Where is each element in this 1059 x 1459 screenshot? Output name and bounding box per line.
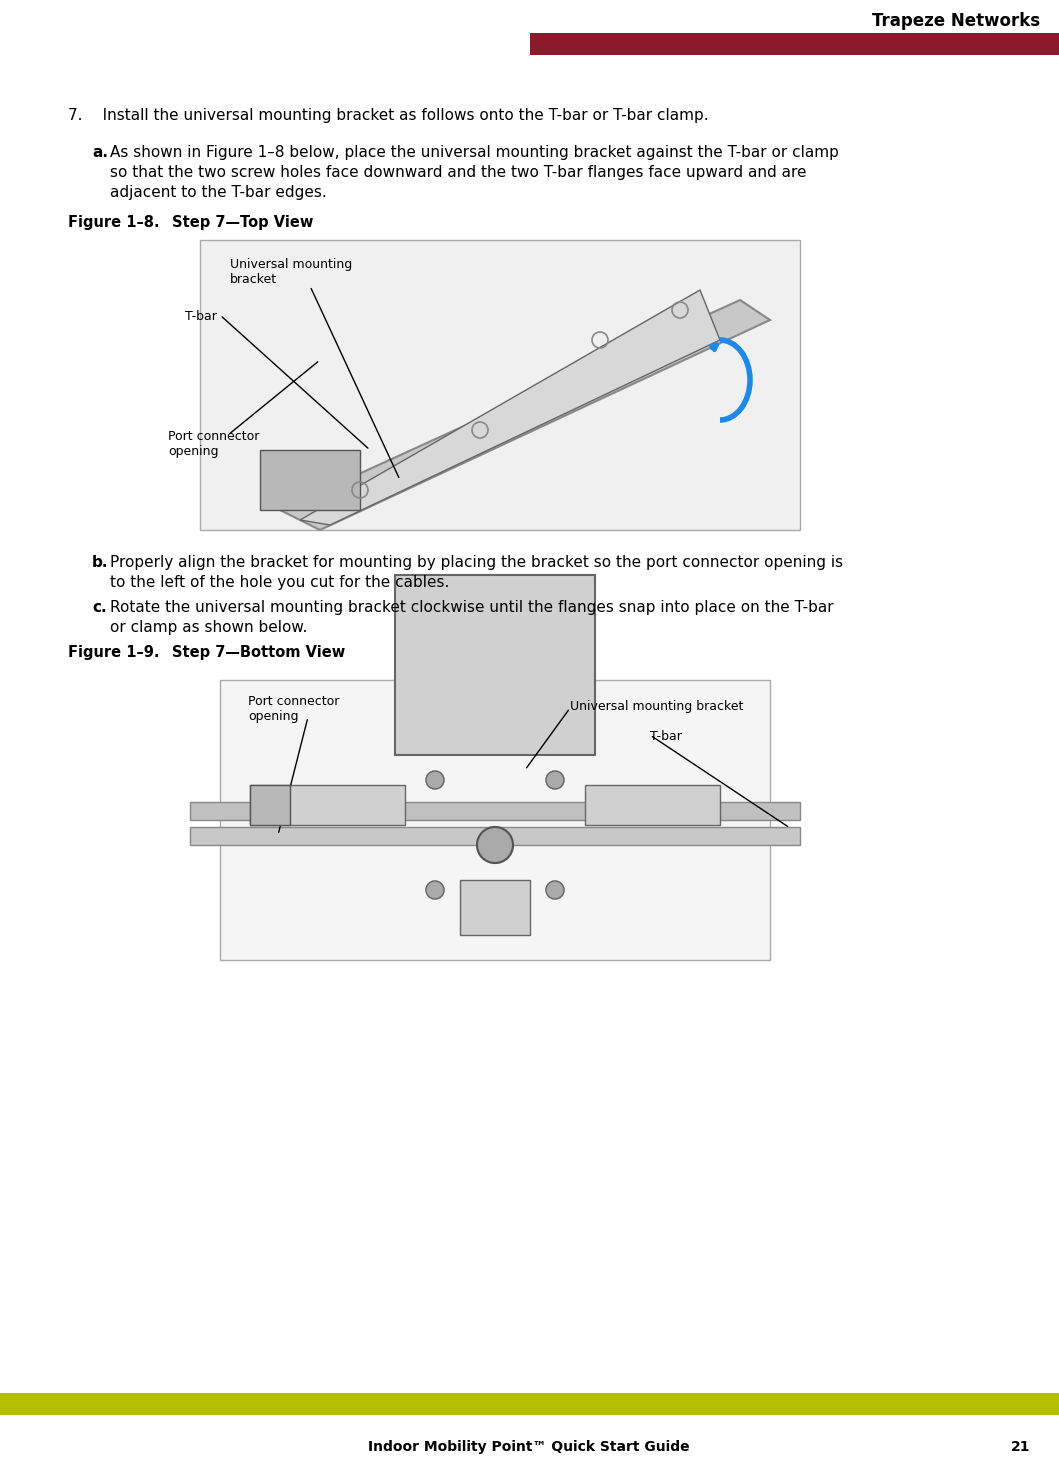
- Text: Figure 1–9.  Step 7—Bottom View: Figure 1–9. Step 7—Bottom View: [68, 645, 345, 659]
- Bar: [261, 449, 360, 511]
- Text: Trapeze Networks: Trapeze Networks: [872, 12, 1040, 31]
- Bar: [530, 34, 1059, 55]
- Text: Universal mounting
bracket: Universal mounting bracket: [230, 258, 353, 286]
- Text: As shown in Figure 1–8 below, place the universal mounting bracket against the T: As shown in Figure 1–8 below, place the …: [110, 144, 839, 160]
- Circle shape: [546, 770, 564, 789]
- Polygon shape: [300, 290, 720, 525]
- Text: Indoor Mobility Point™ Quick Start Guide: Indoor Mobility Point™ Quick Start Guide: [369, 1440, 689, 1455]
- Text: T-bar: T-bar: [650, 730, 682, 743]
- Text: b.: b.: [92, 554, 108, 570]
- Text: adjacent to the T-bar edges.: adjacent to the T-bar edges.: [110, 185, 327, 200]
- Bar: [0, 1393, 1059, 1415]
- Text: Rotate the universal mounting bracket clockwise until the flanges snap into plac: Rotate the universal mounting bracket cl…: [110, 600, 833, 616]
- Bar: [395, 575, 595, 754]
- Bar: [190, 802, 800, 820]
- Text: Port connector
opening: Port connector opening: [248, 694, 339, 724]
- Circle shape: [426, 881, 444, 899]
- Text: Universal mounting bracket: Universal mounting bracket: [570, 700, 743, 713]
- Text: to the left of the hole you cut for the cables.: to the left of the hole you cut for the …: [110, 575, 449, 589]
- Text: a.: a.: [92, 144, 108, 160]
- Text: Figure 1–8.  Step 7—Top View: Figure 1–8. Step 7—Top View: [68, 214, 313, 231]
- Bar: [460, 880, 530, 935]
- Circle shape: [477, 827, 513, 864]
- Bar: [250, 785, 405, 824]
- Bar: [585, 785, 720, 824]
- Text: or clamp as shown below.: or clamp as shown below.: [110, 620, 307, 635]
- Text: Port connector
opening: Port connector opening: [168, 430, 259, 458]
- Text: 21: 21: [1010, 1440, 1030, 1455]
- Bar: [190, 827, 800, 845]
- Text: c.: c.: [92, 600, 107, 616]
- Circle shape: [426, 770, 444, 789]
- Text: so that the two screw holes face downward and the two T-bar flanges face upward : so that the two screw holes face downwar…: [110, 165, 807, 179]
- Bar: [250, 785, 290, 824]
- FancyBboxPatch shape: [220, 680, 770, 960]
- Text: Properly align the bracket for mounting by placing the bracket so the port conne: Properly align the bracket for mounting …: [110, 554, 843, 570]
- Polygon shape: [280, 301, 770, 530]
- Text: T-bar: T-bar: [185, 309, 217, 322]
- Circle shape: [546, 881, 564, 899]
- Text: 7.  Install the universal mounting bracket as follows onto the T-bar or T-bar cl: 7. Install the universal mounting bracke…: [68, 108, 708, 123]
- FancyBboxPatch shape: [200, 239, 800, 530]
